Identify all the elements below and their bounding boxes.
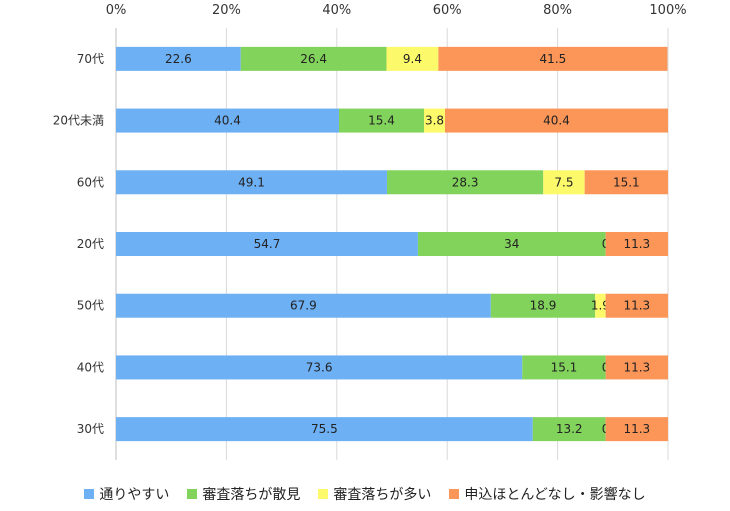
bar-segment [444,108,668,133]
data-label: 11.3 [623,360,650,374]
y-tick-label: 70代 [77,52,104,66]
data-label: 73.6 [306,360,333,374]
bar-segment [116,46,241,71]
legend-item: 審査落ちが散見 [187,484,300,504]
bar-segment [387,170,544,195]
data-label: 11.3 [623,422,650,436]
y-tick-label: 30代 [77,422,104,436]
y-tick-label: 20代 [77,237,104,251]
x-tick-label: 40% [322,3,351,18]
bar-segment [339,108,425,133]
x-tick-label: 0% [106,3,127,18]
data-label: 75.5 [311,422,338,436]
legend-swatch [84,489,95,499]
bar-segment [116,170,388,195]
bar-segment [532,417,606,442]
data-label: 40.4 [543,114,570,128]
bar-segment [116,417,533,442]
chart-legend: 通りやすい 審査落ちが散見 審査落ちが多い 申込ほとんどなし・影響なし [0,484,730,504]
bar-segment [605,232,668,256]
legend-label: 通りやすい [99,487,170,503]
data-label: 34 [504,237,519,251]
data-label: 11.3 [623,237,650,251]
bar-segment [116,355,523,380]
bar-segment [605,417,668,442]
data-label: 41.5 [540,52,567,66]
data-label: 67.9 [290,299,317,313]
bar-segment [543,170,585,195]
chart-plot: 0% 20% 40% 60% 80% 100% 70代 22.6 26.4 9.4 41.5 20代未… [53,3,687,460]
data-label: 15.4 [368,114,395,128]
bar-segment [116,108,340,133]
legend-item: 審査落ちが多い [318,484,431,504]
bar-segment [605,355,668,380]
legend-swatch [318,489,329,499]
x-tick-label: 100% [649,3,686,18]
y-tick-label: 50代 [77,299,104,313]
legend-label: 申込ほとんどなし・影響なし [464,487,646,503]
legend-swatch [187,489,198,499]
bar-segment [116,232,418,256]
bar-segment [417,232,606,256]
x-tick-label: 80% [543,3,572,18]
data-label: 15.1 [551,360,578,374]
legend-item: 通りやすい [84,484,169,504]
bar-segment [240,46,387,71]
legend-swatch [449,489,460,499]
bar-segment [438,46,668,71]
data-label: 9.4 [403,52,422,66]
x-tick-label: 60% [433,3,462,18]
bar-segment [584,170,668,195]
legend-label: 審査落ちが多い [333,487,432,503]
data-label: 40.4 [214,114,241,128]
data-label: 49.1 [238,175,265,189]
x-tick-label: 20% [212,3,241,18]
data-label: 7.5 [554,175,573,189]
data-label: 1.9 [591,299,610,313]
data-label: 11.3 [623,299,650,313]
bar-segment [424,108,445,133]
data-label: 15.1 [613,175,640,189]
data-label: 54.7 [254,237,281,251]
bar-segment [116,293,491,318]
y-tick-label: 40代 [77,360,104,374]
bar-segment [386,46,439,71]
y-tick-label: 60代 [77,175,104,189]
data-label: 13.2 [556,422,583,436]
bar-segment [595,293,606,318]
bar-segment [522,355,606,380]
y-tick-label: 20代未満 [53,114,104,128]
data-label: 26.4 [300,52,327,66]
data-label: 3.8 [425,114,444,128]
bar-segment [605,293,668,318]
bar-segment [490,293,596,318]
legend-label: 審査落ちが散見 [202,487,301,503]
data-label: 28.3 [452,175,479,189]
data-label: 22.6 [165,52,192,66]
legend-item: 申込ほとんどなし・影響なし [449,484,646,504]
data-label: 18.9 [530,299,557,313]
